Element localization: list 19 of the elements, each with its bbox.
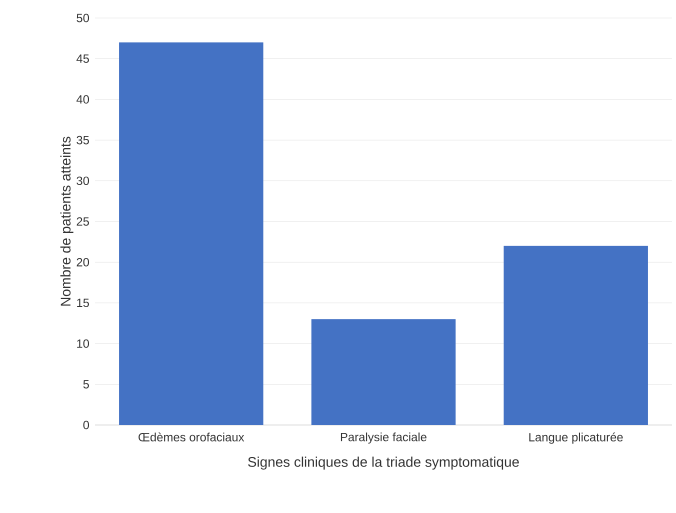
bar: [119, 42, 264, 425]
x-tick-label: Œdèmes orofaciaux: [138, 432, 244, 442]
y-axis-title: Nombre de patients atteints: [60, 136, 74, 306]
x-tick-label: Langue plicaturée: [529, 432, 623, 444]
y-tick-label: 5: [83, 380, 89, 388]
y-tick-label: 30: [76, 176, 90, 186]
y-tick-label: 40: [76, 95, 90, 104]
x-axis-title: Signes cliniques de la triade symptomatique: [248, 456, 519, 470]
y-tick-label: 20: [76, 258, 90, 266]
x-tick-label: Paralysie faciale: [340, 432, 426, 444]
y-tick-label: 50: [76, 14, 90, 22]
bar: [311, 319, 456, 425]
y-tick-label: 10: [77, 339, 90, 348]
y-tick-label: 15: [77, 298, 89, 308]
y-tick-label: 35: [76, 136, 89, 144]
y-tick-label: 25: [76, 217, 89, 226]
y-tick-label: 45: [76, 54, 89, 63]
bar: [504, 246, 648, 425]
y-tick-label: 0: [83, 420, 90, 430]
